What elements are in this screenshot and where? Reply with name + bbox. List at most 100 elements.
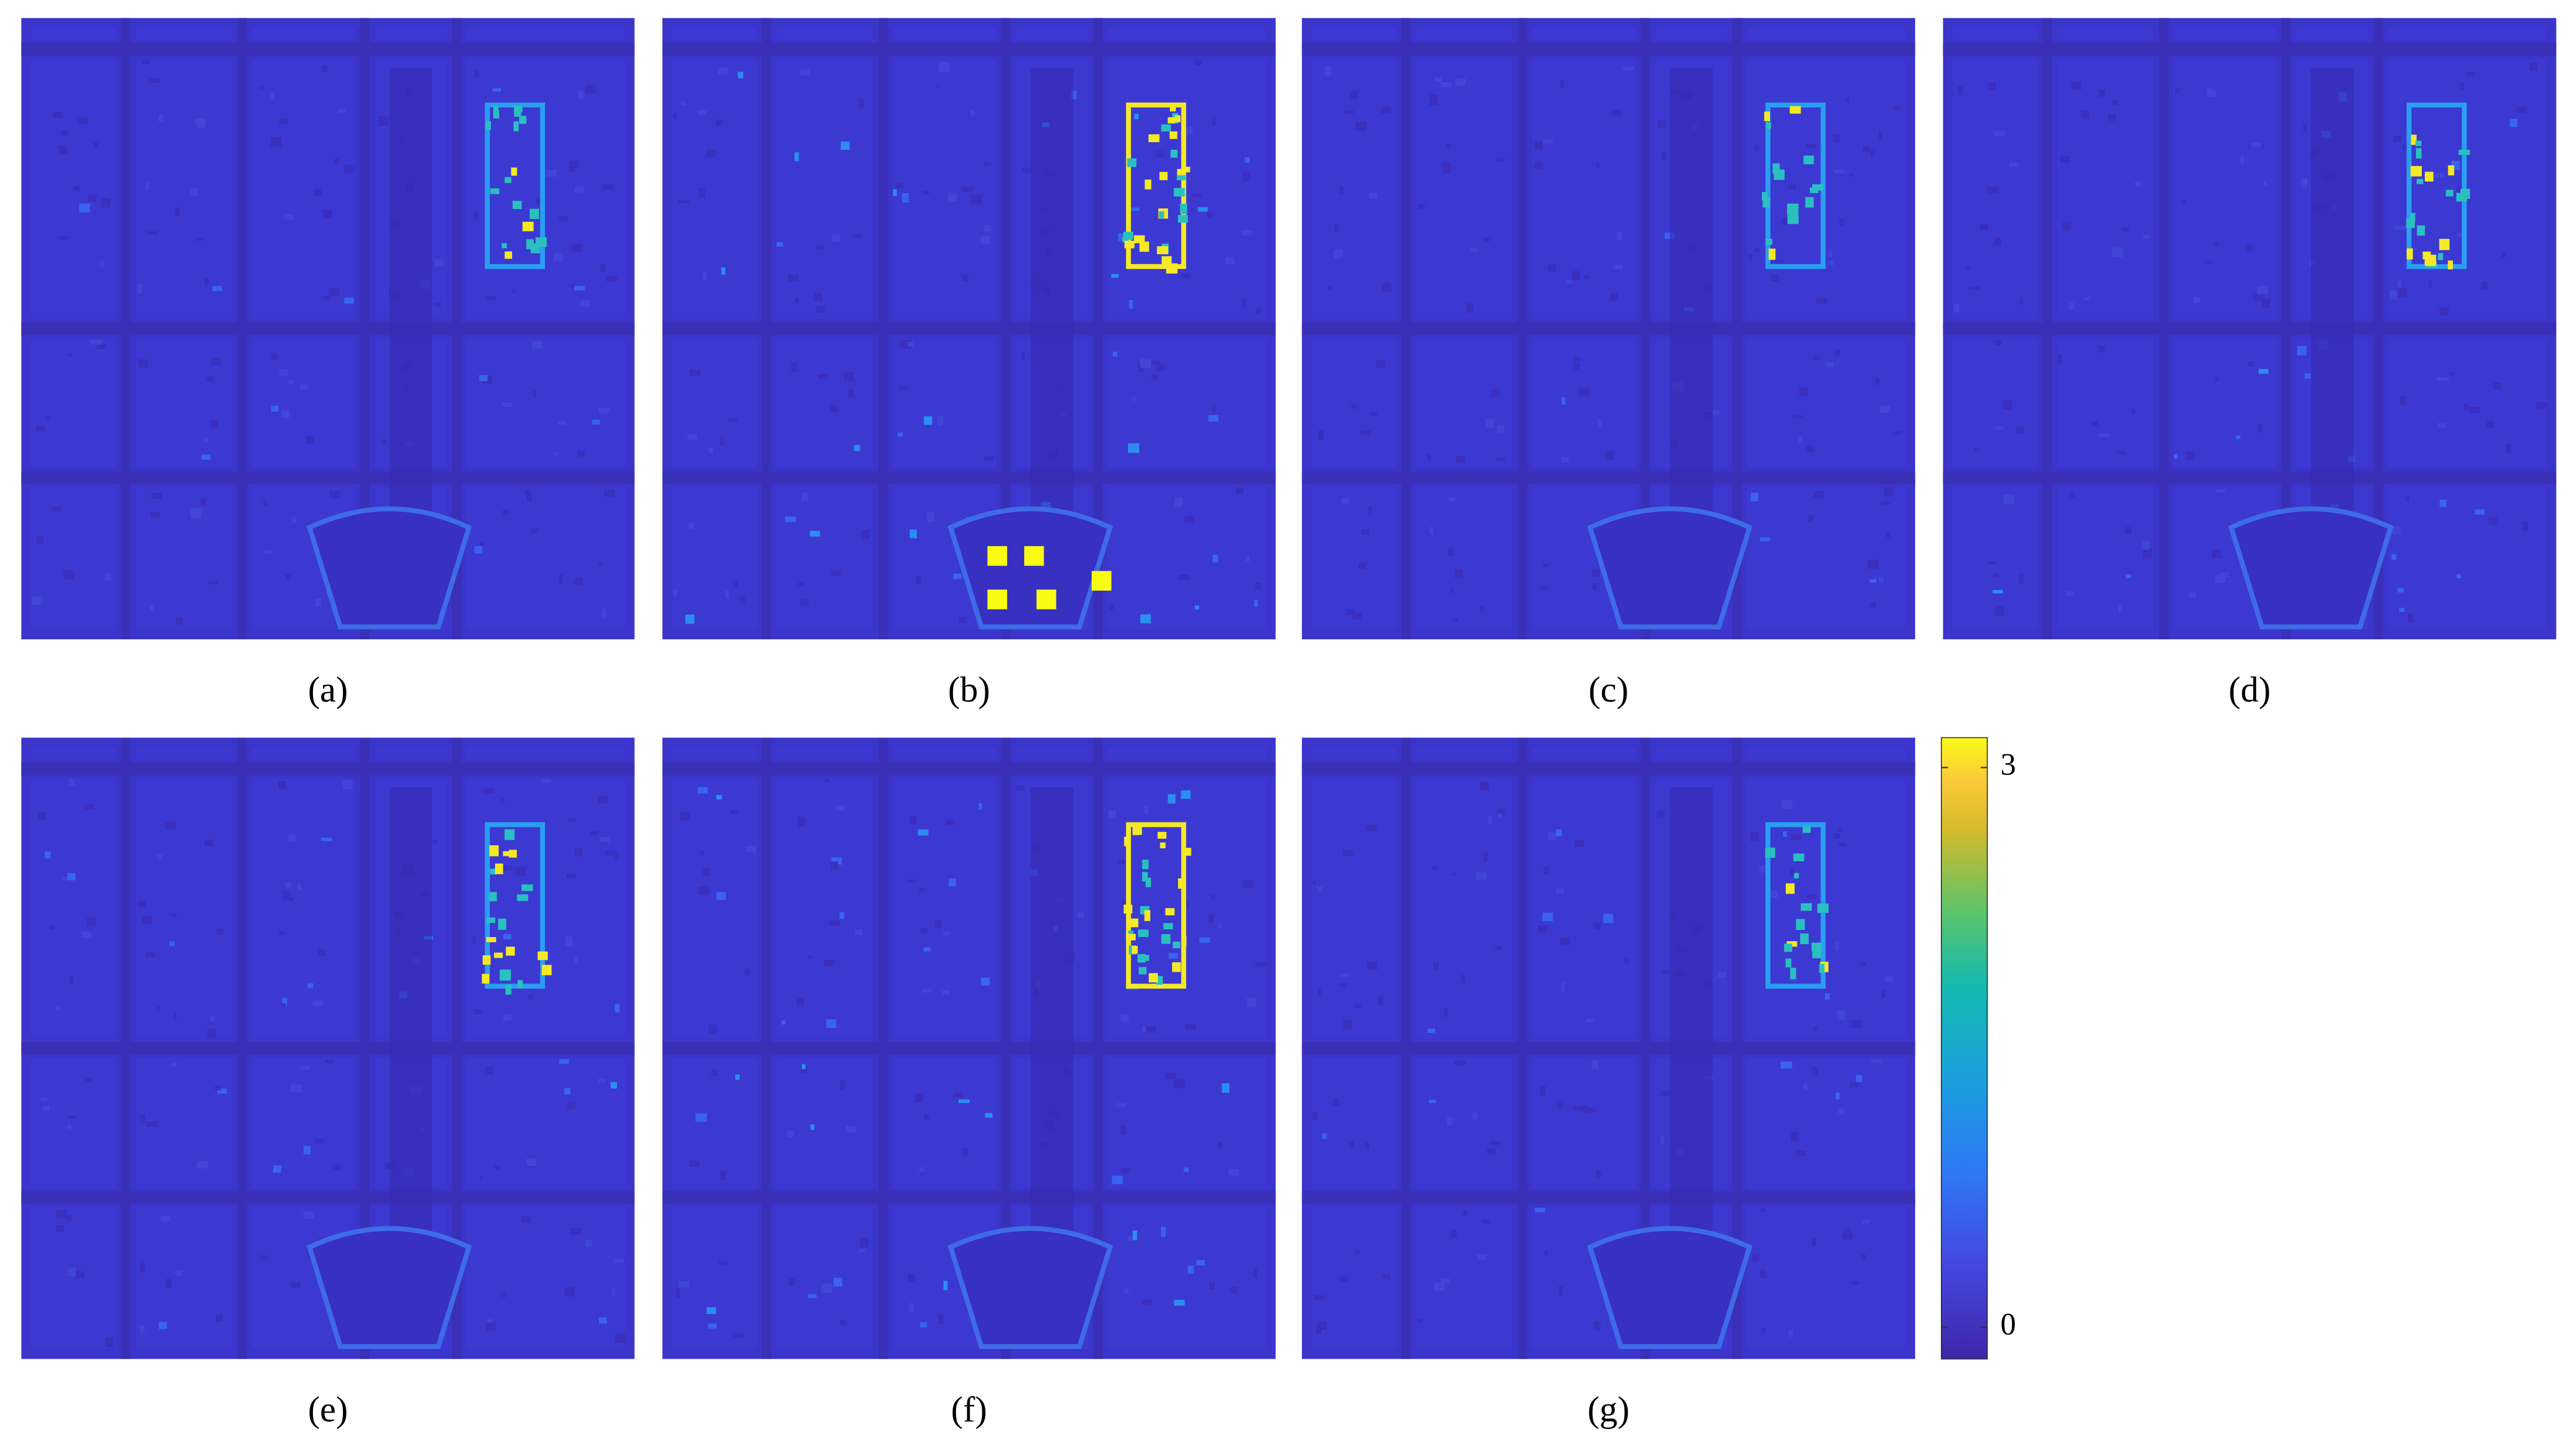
pixel	[908, 1303, 914, 1312]
pixel	[2486, 421, 2494, 429]
block	[1747, 487, 1906, 630]
heat-map	[1943, 18, 2556, 639]
street	[1401, 737, 1411, 1359]
block	[251, 338, 355, 469]
stadium	[1587, 506, 1753, 629]
pixel	[263, 499, 267, 506]
pixel	[1179, 574, 1190, 580]
pixel	[324, 295, 331, 300]
hot-spot	[504, 177, 511, 183]
pixel	[1543, 563, 1549, 568]
hot-spot	[1785, 958, 1792, 968]
hot-spot	[1173, 941, 1180, 949]
pixel	[1592, 583, 1597, 591]
pixel	[2220, 572, 2229, 578]
street	[21, 42, 635, 56]
hot-spot	[1173, 188, 1185, 197]
pixel	[567, 874, 576, 878]
pixel	[1351, 404, 1357, 409]
hot-spot	[1124, 241, 1135, 248]
pixel	[2501, 251, 2506, 258]
pixel	[1534, 162, 1543, 169]
pixel	[2143, 235, 2149, 239]
pixel	[285, 882, 291, 888]
pixel	[1429, 1100, 1436, 1103]
pixel	[833, 1278, 843, 1287]
pixel	[139, 1326, 145, 1333]
pixel	[1206, 211, 1212, 218]
pixel	[2069, 302, 2075, 309]
hot-spot	[505, 984, 511, 995]
pixel	[1455, 78, 1466, 86]
pixel	[813, 293, 823, 302]
pixel	[1469, 248, 1479, 252]
pixel	[1418, 1319, 1423, 1323]
hot-spot	[502, 243, 507, 248]
pixel	[1584, 275, 1590, 279]
pixel	[800, 599, 809, 606]
block	[2388, 338, 2547, 469]
pixel	[807, 955, 812, 960]
pixel	[486, 1322, 496, 1332]
pixel	[536, 198, 541, 204]
pixel	[1995, 606, 2004, 616]
pixel	[197, 122, 206, 127]
pixel	[2019, 296, 2024, 305]
pixel	[1837, 827, 1843, 832]
block	[2388, 28, 2547, 39]
pixel	[612, 1288, 615, 1296]
street	[452, 18, 462, 639]
pixel	[1340, 1275, 1348, 1282]
hot-spot	[1163, 923, 1173, 929]
pixel	[1199, 937, 1210, 943]
pixel	[893, 189, 897, 196]
hot-spot	[1132, 946, 1138, 954]
hot-spot	[482, 955, 491, 965]
pixel	[2263, 181, 2267, 186]
pixel	[485, 296, 497, 300]
pixel	[2236, 435, 2240, 440]
pixel	[614, 1003, 620, 1013]
pixel	[315, 1138, 324, 1144]
pixel	[1992, 590, 2003, 594]
block	[776, 778, 874, 1039]
street	[2373, 18, 2384, 639]
pixel	[1241, 230, 1253, 235]
pixel	[2116, 450, 2126, 455]
pixel	[1381, 106, 1391, 114]
pixel	[1358, 562, 1366, 569]
block	[2057, 487, 2154, 630]
pixel	[2142, 541, 2150, 550]
pixel	[815, 245, 825, 250]
artifact	[1036, 589, 1056, 609]
pixel	[2529, 62, 2538, 71]
pixel	[2209, 90, 2216, 97]
pixel	[1427, 1028, 1435, 1033]
hot-spot	[2445, 190, 2454, 197]
pixel	[1120, 1125, 1126, 1135]
pixel	[196, 237, 204, 241]
pixel	[2391, 525, 2401, 535]
block	[135, 338, 233, 469]
pixel	[984, 456, 994, 461]
block	[776, 487, 874, 630]
pixel	[2408, 614, 2414, 623]
block	[776, 1207, 874, 1349]
block	[1108, 1207, 1266, 1349]
pixel	[1155, 151, 1164, 158]
panel-label: (f)	[951, 1390, 987, 1430]
hot-spot	[2407, 248, 2413, 259]
pixel	[1382, 282, 1392, 292]
pixel	[526, 493, 532, 501]
pixel	[981, 977, 990, 986]
pixel	[1973, 448, 1980, 451]
pixel	[279, 117, 288, 124]
pixel	[794, 152, 799, 161]
pixel	[67, 1115, 76, 1119]
hot-spot	[1133, 235, 1145, 244]
hot-spot	[1161, 934, 1171, 944]
hot-spot	[529, 208, 539, 220]
pixel	[1995, 339, 2002, 346]
hot-spot	[1142, 860, 1149, 869]
block	[893, 338, 997, 469]
